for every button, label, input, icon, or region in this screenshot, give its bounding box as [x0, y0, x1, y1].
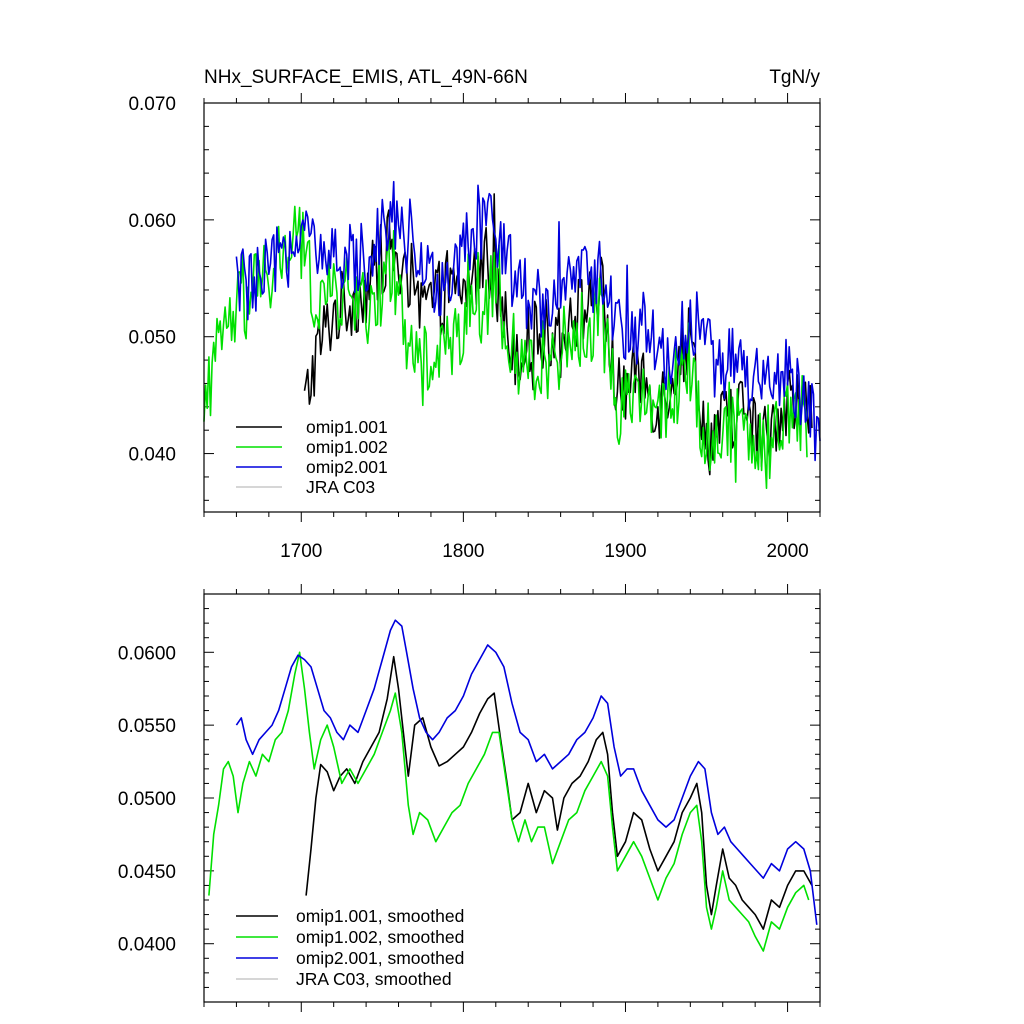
- x-tick-label: 1900: [604, 541, 646, 562]
- bottom-plot-frame: [203, 593, 821, 1003]
- y-tick-label: 0.0500: [118, 789, 176, 810]
- x-tick-label: 2000: [766, 541, 808, 562]
- y-tick-label: 0.0600: [118, 643, 176, 664]
- legend-label: omip1.002, smoothed: [296, 927, 464, 947]
- legend-label: omip1.001: [306, 417, 388, 437]
- chart-title: NHx_SURFACE_EMIS, ATL_49N-66N: [204, 67, 528, 88]
- y-tick-label: 0.070: [128, 94, 176, 115]
- y-tick-label: 0.0450: [118, 862, 176, 883]
- x-tick-label: 1700: [280, 541, 322, 562]
- bottom-panel: 0.0400 0.0450 0.0500 0.0550 0.0600 omip1.001…: [118, 584, 821, 1012]
- y-tick-label: 0.0550: [118, 716, 176, 737]
- bottom-axes: 0.0400 0.0450 0.0500 0.0550 0.0600: [118, 584, 821, 1012]
- legend-label: omip2.001, smoothed: [296, 948, 464, 968]
- legend-label: JRA C03, smoothed: [296, 969, 452, 989]
- legend-label: omip1.001, smoothed: [296, 906, 464, 926]
- bottom-series-group: [208, 619, 818, 952]
- y-tick-label: 0.0400: [118, 935, 176, 956]
- legend-label: omip1.002: [306, 437, 388, 457]
- series-line-1: [305, 655, 813, 930]
- units-label: TgN/y: [769, 67, 820, 88]
- x-tick-label: 1800: [442, 541, 484, 562]
- y-tick-label: 0.050: [128, 328, 176, 349]
- series-line-3: [235, 619, 818, 925]
- y-tick-label: 0.040: [128, 445, 176, 466]
- legend-label: omip2.001: [306, 457, 388, 477]
- series-line-2: [203, 205, 808, 489]
- top-panel: NHx_SURFACE_EMIS, ATL_49N-66N TgN/y 1700…: [128, 67, 821, 562]
- series-line-3: [235, 180, 821, 462]
- legend-label: JRA C03: [306, 477, 375, 497]
- y-tick-label: 0.060: [128, 211, 176, 232]
- top-axes: 1700 1800 1900 2000 0.040 0.050 0.060 0.070: [128, 93, 821, 562]
- top-series-group: [203, 180, 821, 489]
- series-line-2: [208, 651, 810, 952]
- top-plot-frame: [203, 102, 821, 513]
